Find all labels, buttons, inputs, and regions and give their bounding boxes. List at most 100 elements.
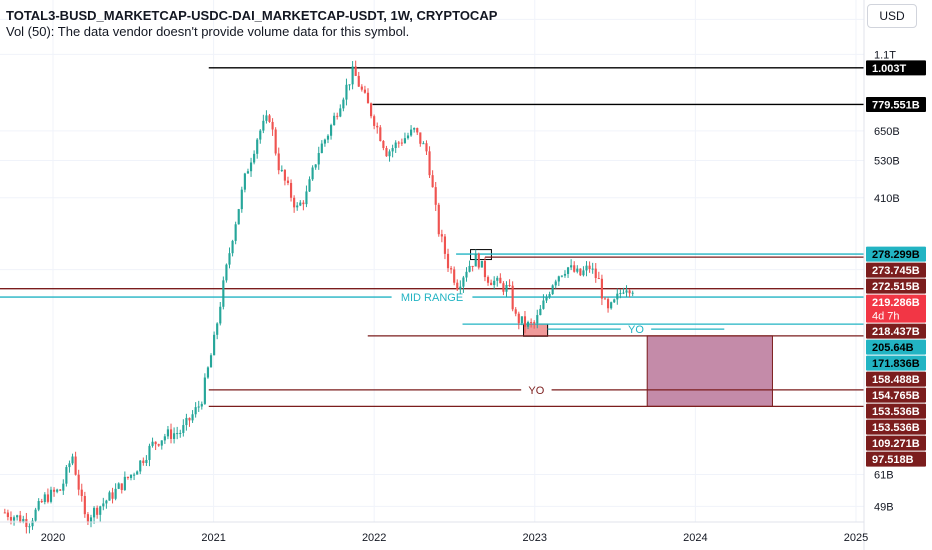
candle-body (514, 309, 517, 314)
candle-body (631, 292, 634, 294)
candle-body (342, 99, 345, 109)
candle-body (133, 474, 136, 476)
candle-body (40, 501, 43, 503)
price-label (866, 419, 926, 435)
y-tick-label: 650B (874, 126, 900, 138)
x-tick-label: 2024 (683, 532, 707, 544)
price-label-text: 153.536B (872, 406, 920, 418)
x-tick-label: 2021 (201, 532, 225, 544)
candle-body (369, 103, 373, 117)
candle-body (299, 202, 302, 206)
candle-body (209, 355, 213, 368)
candle-body (173, 433, 176, 439)
candle-body (216, 323, 219, 335)
candle-body (34, 509, 37, 521)
candle-body (551, 285, 554, 295)
candle-body (126, 476, 130, 478)
candle-body (434, 187, 437, 205)
candle-body (413, 128, 416, 130)
candle-body (296, 205, 299, 208)
price-label (866, 387, 926, 403)
x-tick-label: 2022 (362, 532, 386, 544)
candle-body (336, 115, 339, 117)
candle-body (52, 489, 56, 492)
price-label-text: 272.515B (872, 281, 920, 293)
candle-body (388, 151, 391, 157)
candle-body (585, 265, 588, 271)
candle-body (28, 526, 31, 528)
candle-body (123, 476, 126, 490)
currency-button[interactable]: USD (867, 4, 917, 28)
candle-body (616, 293, 619, 300)
candle-body (450, 268, 453, 270)
candle-body (545, 297, 548, 301)
candle-body (80, 489, 83, 496)
price-label-text: 153.536B (872, 422, 920, 434)
candle-body (163, 436, 166, 441)
candle-body (277, 153, 280, 171)
candle-body (579, 268, 582, 276)
candle-body (19, 515, 22, 523)
candle-body (182, 425, 185, 433)
candle-body (179, 432, 182, 434)
candle-body (425, 143, 428, 152)
candle-body (200, 403, 203, 407)
yo-zone-box (646, 335, 773, 407)
level-label: YO (528, 385, 544, 397)
candle-body (89, 517, 93, 523)
x-tick-label: 2023 (523, 532, 547, 544)
candle-body (443, 236, 447, 254)
candle-body (65, 467, 68, 484)
candle-body (99, 506, 102, 515)
candle-body (191, 414, 194, 421)
candle-body (499, 277, 502, 284)
candle-body (46, 494, 49, 502)
candle-body (117, 483, 120, 489)
candle-body (326, 135, 330, 140)
y-tick-label: 61B (874, 470, 894, 482)
candle-body (428, 151, 431, 176)
candle-body (148, 445, 151, 460)
candle-body (289, 182, 293, 198)
candle-body (259, 130, 262, 140)
price-label-text: 278.299B (872, 249, 920, 261)
candle-body (440, 234, 443, 237)
candle-body (83, 495, 86, 515)
candle-body (597, 278, 600, 280)
y-tick-label: 49B (874, 501, 894, 513)
candle-body (246, 171, 250, 174)
price-label (866, 339, 926, 355)
candle-body (31, 520, 34, 527)
candle-body (256, 139, 259, 154)
candle-body (206, 367, 210, 378)
candle-body (25, 518, 28, 527)
candle-body (456, 282, 459, 290)
candle-body (22, 518, 25, 523)
candle-body (56, 489, 59, 492)
candle-body (92, 507, 96, 518)
candle-body (194, 407, 197, 415)
candle-body (606, 299, 610, 309)
candle-body (16, 515, 19, 518)
price-label-text: 158.488B (872, 374, 920, 386)
candle-body (594, 268, 597, 279)
candle-body (120, 483, 123, 490)
candle-body (563, 273, 567, 276)
price-label-text: 219.286B (872, 297, 920, 309)
candle-body (468, 265, 471, 272)
candle-body (237, 209, 240, 225)
candle-body (265, 115, 268, 121)
price-label (866, 96, 926, 112)
candle-body (111, 492, 114, 499)
candle-body (548, 294, 551, 298)
price-label (866, 323, 926, 339)
candle-body (166, 429, 170, 437)
candle-body (477, 253, 480, 268)
candle-body (542, 300, 545, 309)
candle-body (262, 120, 265, 131)
candle-body (6, 512, 9, 518)
candle-body (222, 280, 225, 307)
candle-body (446, 253, 450, 269)
